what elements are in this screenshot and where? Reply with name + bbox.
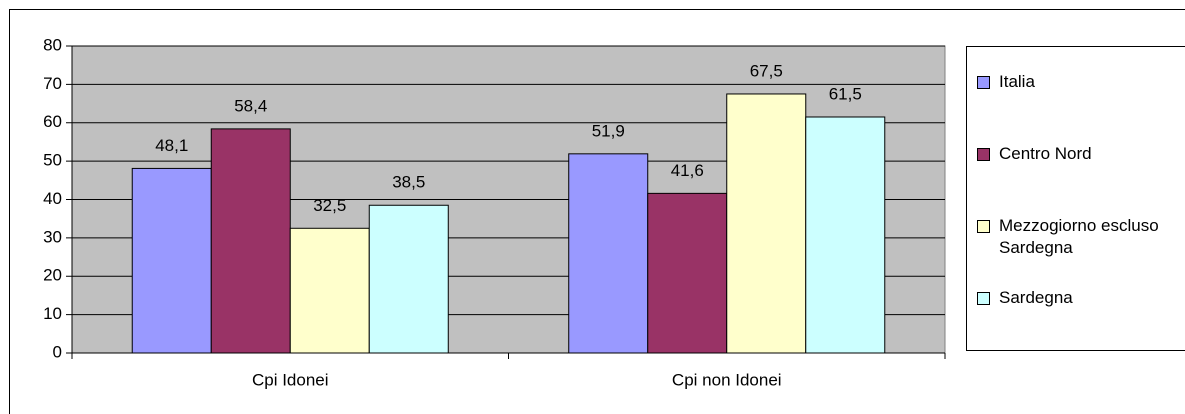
legend-label: Mezzogiorno escluso Sardegna bbox=[999, 216, 1159, 257]
legend-swatch bbox=[977, 220, 990, 233]
legend-swatch bbox=[977, 292, 990, 305]
bar bbox=[210, 128, 291, 354]
bar bbox=[805, 116, 886, 354]
legend-swatch bbox=[977, 148, 990, 161]
bar bbox=[368, 204, 449, 354]
y-tick-label: 10 bbox=[43, 304, 62, 323]
x-tick-label: Cpi Idonei bbox=[252, 370, 329, 389]
y-tick-label: 30 bbox=[43, 227, 62, 246]
bar bbox=[131, 167, 212, 354]
bar bbox=[647, 192, 728, 354]
data-label: 51,9 bbox=[592, 121, 625, 140]
data-label: 32,5 bbox=[313, 196, 346, 215]
data-label: 67,5 bbox=[750, 61, 783, 80]
y-tick-label: 70 bbox=[43, 74, 62, 93]
y-tick-label: 50 bbox=[43, 151, 62, 170]
data-label: 38,5 bbox=[392, 173, 425, 192]
y-tick-label: 80 bbox=[43, 35, 62, 54]
data-label: 41,6 bbox=[671, 161, 704, 180]
legend-label: Italia bbox=[999, 72, 1035, 91]
legend-item: Centro Nord bbox=[977, 143, 1167, 165]
y-tick-label: 0 bbox=[53, 342, 62, 361]
data-label: 61,5 bbox=[829, 84, 862, 103]
y-tick-label: 60 bbox=[43, 112, 62, 131]
y-tick-label: 40 bbox=[43, 189, 62, 208]
bar bbox=[568, 153, 649, 354]
legend-label: Sardegna bbox=[999, 288, 1073, 307]
legend-item: Sardegna bbox=[977, 287, 1167, 309]
legend-label: Centro Nord bbox=[999, 144, 1092, 163]
legend-item: Italia bbox=[977, 71, 1167, 93]
legend-item: Mezzogiorno escluso Sardegna bbox=[977, 215, 1167, 259]
data-label: 48,1 bbox=[155, 136, 188, 155]
legend-swatch bbox=[977, 76, 990, 89]
bar bbox=[726, 93, 807, 354]
y-tick-label: 20 bbox=[43, 266, 62, 285]
data-label: 58,4 bbox=[234, 96, 267, 115]
legend: Italia Centro Nord Mezzogiorno escluso Sar… bbox=[966, 46, 1185, 351]
x-tick-label: Cpi non Idonei bbox=[672, 370, 782, 389]
bar bbox=[289, 227, 370, 354]
